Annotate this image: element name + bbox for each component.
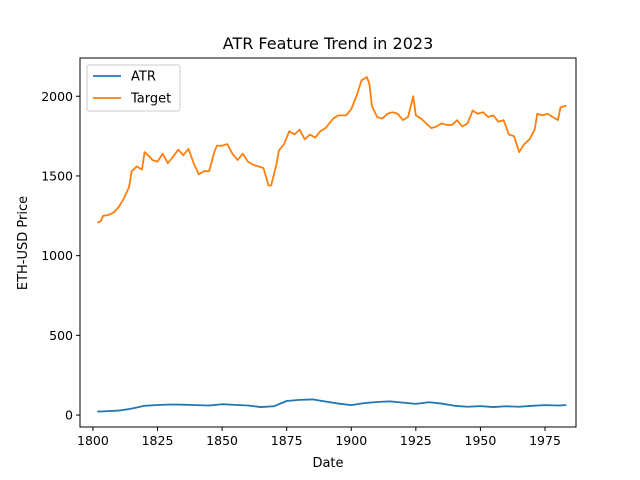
y-tick-label: 2000: [41, 89, 73, 104]
legend: ATR Target: [86, 64, 181, 112]
plot-frame: [79, 57, 577, 428]
x-tick-label: 1800: [77, 433, 109, 448]
x-tick-label: 1850: [206, 433, 238, 448]
y-tick-label: 500: [49, 328, 73, 343]
y-tick-label: 1000: [41, 248, 73, 263]
x-tick-label: 1950: [465, 433, 497, 448]
plot-area: [97, 76, 567, 413]
y-tick-label: 1500: [41, 168, 73, 183]
x-tick-label: 1900: [335, 433, 367, 448]
y-tick-label: 0: [65, 408, 73, 423]
series-line-target: [97, 76, 567, 224]
x-axis-label: Date: [312, 456, 343, 471]
y-axis: 0 500 1000 1500 2000: [41, 89, 80, 423]
y-axis-label: ETH-USD Price: [16, 196, 31, 290]
legend-label-atr: ATR: [131, 70, 156, 85]
x-tick-label: 1875: [271, 433, 303, 448]
series-line-atr: [97, 398, 567, 413]
x-tick-label: 1975: [529, 433, 561, 448]
x-tick-label: 1825: [142, 433, 174, 448]
x-tick-label: 1925: [400, 433, 432, 448]
chart-title: ATR Feature Trend in 2023: [223, 34, 434, 53]
legend-label-target: Target: [130, 92, 171, 107]
x-axis: 1800 1825 1850 1875 1900 1925 1950 1975: [77, 427, 561, 448]
